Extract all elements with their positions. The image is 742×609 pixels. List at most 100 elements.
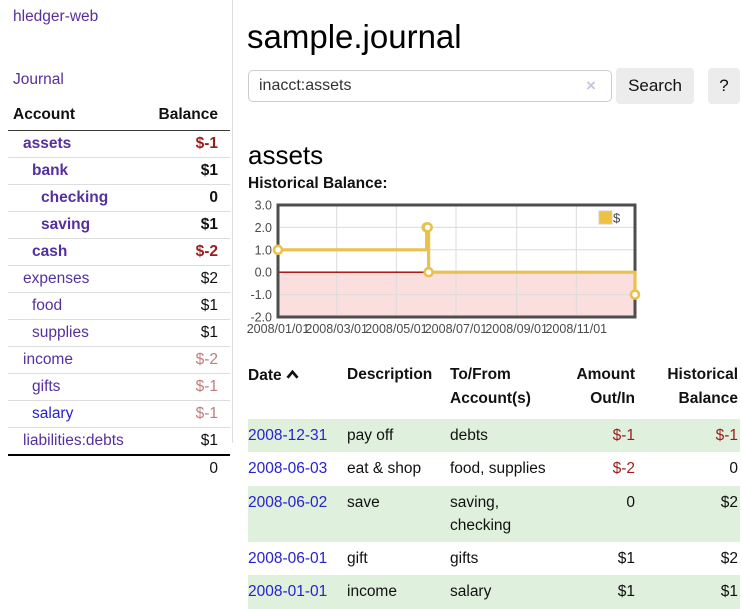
account-balance: $1 (141, 319, 230, 347)
register-date-cell: 2008-06-02 (248, 486, 347, 543)
register-amount: $1 (617, 550, 635, 568)
register-col-date[interactable]: Date (248, 360, 347, 419)
account-name-cell: gifts (8, 373, 142, 401)
accounts-total-balance: 0 (141, 454, 230, 482)
account-link-bank[interactable]: bank (32, 162, 69, 179)
account-balance: 0 (141, 184, 230, 212)
register-description: save (347, 493, 380, 511)
account-row: cash $-2 (8, 238, 230, 266)
account-balance: $1 (141, 292, 230, 320)
account-balance: $1 (141, 157, 230, 185)
x-tick-label: 2008/03/01 (305, 322, 368, 336)
x-tick-label: 2008/05/01 (365, 322, 428, 336)
account-link-food[interactable]: food (32, 297, 63, 314)
sort-ascending-icon (286, 363, 299, 387)
register-description: income (347, 583, 397, 601)
y-tick-label: -2.0 (250, 311, 272, 325)
account-row: saving $1 (8, 211, 230, 239)
account-link-expenses[interactable]: expenses (23, 270, 90, 287)
register-date-link[interactable]: 2008-12-31 (248, 427, 328, 445)
chart-canvas: $3.0 2.0 1.0 0.0 -1.0 -2.02008/01/012008/03/0… (247, 199, 641, 336)
account-link-gifts[interactable]: gifts (32, 378, 61, 395)
register-date-cell: 2008-12-31 (248, 419, 347, 452)
account-balance: $-1 (195, 135, 218, 152)
register-balance: $-1 (715, 427, 738, 445)
account-balance: $-1 (141, 400, 230, 428)
clear-search-icon[interactable]: × (586, 76, 596, 95)
accounts-total-spacer (8, 454, 142, 482)
account-link-supplies[interactable]: supplies (32, 324, 89, 341)
register-row[interactable]: 2008-12-31 pay off debts $-1 $-1 (248, 419, 740, 453)
x-tick-label: 2008/09/01 (485, 322, 548, 336)
register-date-cell: 2008-06-01 (248, 542, 347, 575)
register-row[interactable]: 2008-01-01 income salary $1 $1 (248, 575, 740, 609)
account-name-cell: saving (8, 211, 142, 239)
account-heading: assets (248, 139, 324, 170)
account-balance: $-1 (141, 373, 230, 401)
register-amount: $-1 (612, 427, 635, 445)
data-point-marker (423, 266, 434, 278)
accounts-total-row: 0 (8, 454, 230, 482)
register-balance: 0 (729, 460, 738, 478)
account-name-cell: supplies (8, 319, 142, 347)
account-link-salary[interactable]: salary (32, 405, 74, 422)
account-link-cash[interactable]: cash (32, 243, 68, 260)
app-brand-link[interactable]: hledger-web (13, 8, 99, 25)
register-date-cell: 2008-01-01 (248, 575, 347, 608)
account-link-assets[interactable]: assets (23, 135, 72, 152)
search-button[interactable]: Search (616, 68, 694, 104)
account-link-saving[interactable]: saving (41, 216, 91, 233)
help-button[interactable]: ? (708, 68, 740, 104)
register-col-accounts: To/From Account(s) (450, 366, 531, 408)
register-balance: $2 (720, 550, 738, 568)
y-tick-label: -1.0 (250, 288, 272, 302)
account-row: income $-2 (8, 346, 230, 374)
register-date-link[interactable]: 2008-06-02 (248, 493, 328, 511)
account-balance: $2 (141, 265, 230, 293)
account-row: checking 0 (8, 184, 230, 212)
account-row: food $1 (8, 292, 230, 320)
account-row: salary $-1 (8, 400, 230, 428)
accounts-table: Account Balance assets $-1 bank $1 checking 0… (8, 102, 230, 482)
account-name-cell: expenses (8, 265, 142, 293)
plot-border (276, 203, 637, 319)
account-name-cell: checking (8, 184, 142, 212)
accounts-col-account: Account (8, 102, 142, 131)
account-link-income[interactable]: income (23, 351, 73, 368)
register-date-link[interactable]: 2008-06-03 (248, 460, 328, 478)
legend-label: $ (613, 211, 621, 226)
register-accounts: saving, checking (450, 493, 512, 534)
account-name-cell: income (8, 346, 142, 374)
register-date-link[interactable]: 2008-01-01 (248, 583, 328, 601)
register-table: Date Description To/From Account(s) Amou… (248, 360, 740, 609)
register-row[interactable]: 2008-06-01 gift gifts $1 $2 (248, 542, 740, 575)
account-name-cell: food (8, 292, 142, 320)
accounts-col-balance: Balance (141, 102, 230, 131)
account-name-cell: bank (8, 157, 142, 185)
account-row: liabilities:debts $1 (8, 427, 230, 455)
register-col-date-label: Date (248, 367, 282, 384)
account-row: bank $1 (8, 157, 230, 185)
data-point-marker (422, 222, 433, 233)
account-row: supplies $1 (8, 319, 230, 347)
data-point-marker (272, 244, 284, 256)
register-row[interactable]: 2008-06-02 save saving, checking 0 $2 (248, 485, 740, 543)
register-amount: $-2 (612, 460, 635, 478)
sidebar-divider (232, 0, 233, 443)
register-accounts: debts (450, 427, 488, 445)
search-input[interactable] (248, 70, 612, 102)
account-row: expenses $2 (8, 265, 230, 293)
account-link-checking[interactable]: checking (41, 189, 109, 206)
chart-title: Historical Balance: (248, 175, 388, 192)
register-date-link[interactable]: 2008-06-01 (248, 550, 328, 568)
account-name-cell: cash (8, 238, 142, 266)
legend-swatch (598, 210, 613, 225)
register-amount: 0 (626, 493, 635, 511)
y-tick-label: 2.0 (255, 221, 272, 235)
account-balance: $-2 (141, 238, 230, 266)
register-balance: $1 (720, 583, 738, 601)
nav-journal-link[interactable]: Journal (13, 71, 64, 88)
register-col-balance: Historical Balance (667, 366, 738, 408)
register-row[interactable]: 2008-06-03 eat & shop food, supplies $-2 0 (248, 452, 740, 485)
account-link-liabilities-debts[interactable]: liabilities:debts (23, 432, 124, 449)
